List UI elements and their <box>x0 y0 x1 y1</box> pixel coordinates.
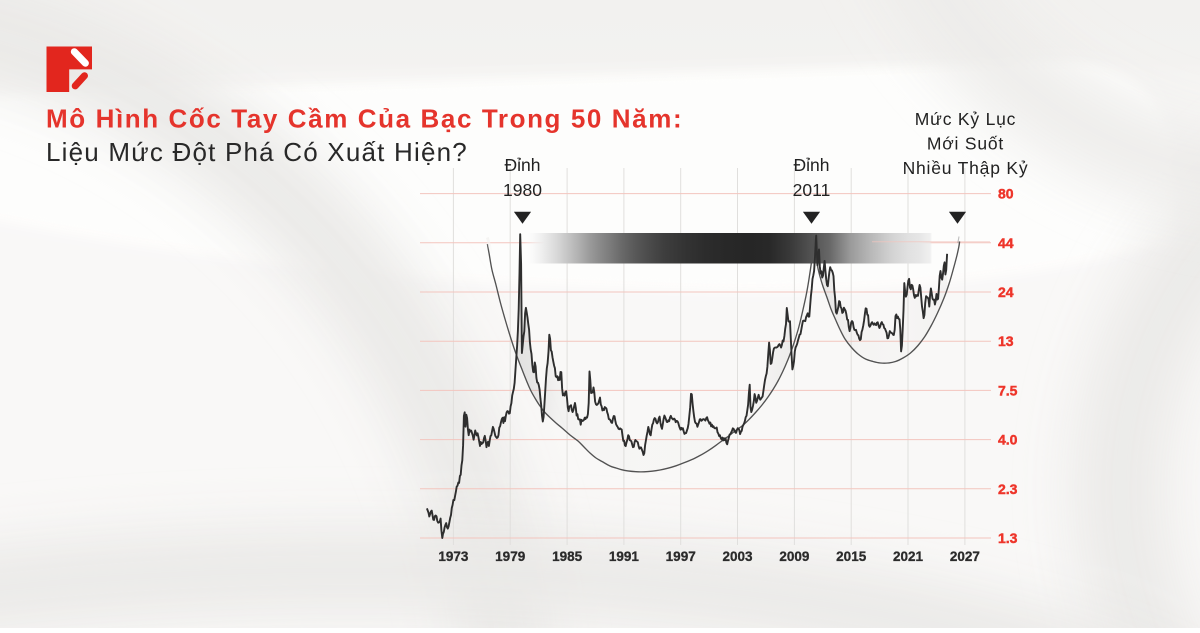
svg-text:2.3: 2.3 <box>998 481 1018 497</box>
svg-text:Liệu Mức Đột Phá Có Xuất Hiện?: Liệu Mức Đột Phá Có Xuất Hiện? <box>46 137 468 167</box>
svg-text:4.0: 4.0 <box>998 432 1018 448</box>
svg-text:13: 13 <box>998 333 1014 349</box>
svg-text:Mô Hình Cốc Tay Cầm Của Bạc Tr: Mô Hình Cốc Tay Cầm Của Bạc Trong 50 Năm… <box>46 104 683 134</box>
svg-text:Đỉnh: Đỉnh <box>794 155 830 175</box>
svg-text:1.3: 1.3 <box>998 530 1018 546</box>
svg-text:2011: 2011 <box>793 180 831 200</box>
svg-text:1997: 1997 <box>666 549 696 564</box>
svg-text:80: 80 <box>998 186 1014 202</box>
svg-text:2003: 2003 <box>722 549 753 564</box>
svg-text:2021: 2021 <box>893 549 924 564</box>
svg-text:2027: 2027 <box>950 549 980 564</box>
svg-text:1973: 1973 <box>438 549 469 564</box>
svg-text:Mới Suốt: Mới Suốt <box>927 134 1004 154</box>
svg-text:Mức Kỷ Lục: Mức Kỷ Lục <box>915 109 1016 129</box>
svg-text:1985: 1985 <box>552 549 583 564</box>
svg-text:Nhiều Thập Kỷ: Nhiều Thập Kỷ <box>903 158 1029 178</box>
svg-text:2015: 2015 <box>836 549 867 564</box>
svg-text:7.5: 7.5 <box>998 382 1018 398</box>
svg-text:24: 24 <box>998 284 1014 300</box>
svg-text:1980: 1980 <box>503 180 542 200</box>
svg-text:44: 44 <box>998 235 1014 251</box>
svg-text:1979: 1979 <box>495 549 525 564</box>
svg-text:1991: 1991 <box>609 549 640 564</box>
svg-text:2009: 2009 <box>779 549 809 564</box>
svg-text:Đỉnh: Đỉnh <box>505 155 541 175</box>
